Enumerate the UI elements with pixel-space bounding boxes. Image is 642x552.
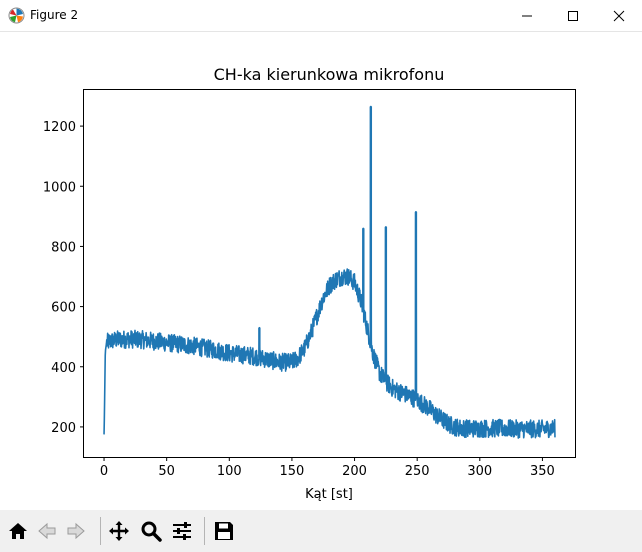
close-button[interactable]	[596, 0, 642, 31]
x-tick-label: 300	[467, 464, 492, 479]
close-icon	[613, 10, 625, 22]
x-tick-label: 250	[405, 464, 430, 479]
axes-frame	[83, 89, 576, 458]
x-tick-label: 200	[342, 464, 367, 479]
zoom-button[interactable]	[138, 517, 164, 545]
forward-button[interactable]	[63, 517, 89, 545]
arrow-right-icon	[67, 522, 85, 540]
floppy-disk-icon	[215, 522, 233, 540]
save-button[interactable]	[211, 517, 237, 545]
move-icon	[109, 521, 129, 541]
title-bar: Figure 2	[0, 0, 642, 32]
minimize-button[interactable]	[504, 0, 550, 31]
x-tick-label: 150	[280, 464, 305, 479]
y-tick-label: 1000	[43, 180, 76, 195]
window-title: Figure 2	[30, 8, 79, 22]
arrow-left-icon	[38, 522, 56, 540]
y-tick-label: 400	[51, 361, 76, 376]
y-tick-label: 200	[51, 421, 76, 436]
magnifier-icon	[141, 521, 162, 542]
maximize-button[interactable]	[550, 0, 596, 31]
maximize-icon	[568, 11, 578, 21]
toolbar-separator	[204, 517, 205, 545]
y-tick-label: 800	[51, 240, 76, 255]
x-tick-label: 0	[100, 464, 108, 479]
series-line	[103, 105, 556, 439]
minimize-icon	[522, 15, 532, 17]
subplots-button[interactable]	[169, 517, 195, 545]
home-button[interactable]	[5, 517, 31, 545]
figure-canvas[interactable]: CH-ka kierunkowa mikrofonu 0 50 100 150 200 2…	[0, 32, 642, 510]
toolbar-separator	[100, 517, 101, 545]
y-tick-label: 1200	[43, 120, 76, 135]
matplotlib-logo-icon	[8, 7, 25, 24]
back-button[interactable]	[34, 517, 60, 545]
pan-button[interactable]	[106, 517, 132, 545]
x-axis-label: Kąt [st]	[305, 487, 353, 502]
x-tick-label: 350	[530, 464, 555, 479]
navigation-toolbar	[0, 510, 642, 552]
y-tick-label: 600	[51, 301, 76, 316]
chart: CH-ka kierunkowa mikrofonu 0 50 100 150 200 2…	[43, 65, 576, 502]
x-tick-label: 50	[158, 464, 175, 479]
home-icon	[9, 523, 27, 539]
sliders-icon	[173, 522, 191, 540]
chart-title: CH-ka kierunkowa mikrofonu	[214, 65, 445, 84]
x-tick-label: 100	[217, 464, 242, 479]
